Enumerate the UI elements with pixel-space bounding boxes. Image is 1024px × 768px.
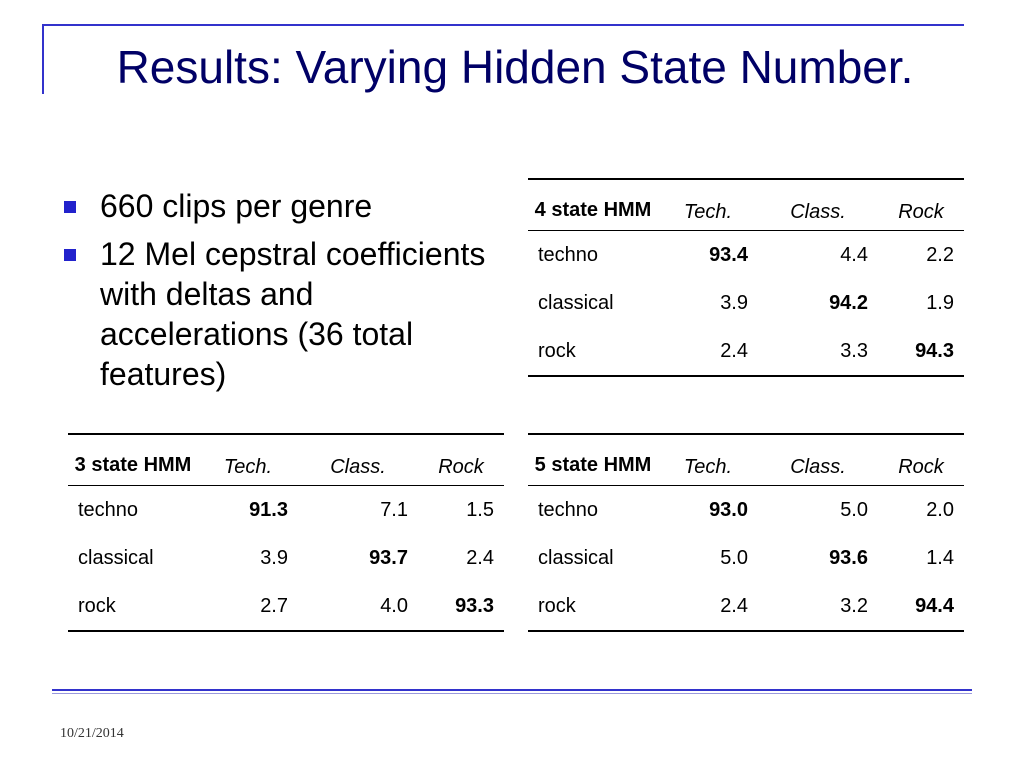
row-label: rock (538, 595, 576, 617)
row-label: techno (538, 499, 599, 521)
row-label: rock (538, 340, 576, 362)
cell-value: 5.0 (840, 499, 868, 521)
cell-value: 2.4 (720, 595, 748, 617)
row-label: classical (538, 292, 614, 314)
model-label: 3 state HMM (74, 454, 192, 476)
table-row: classical 3.9 94.2 1.9 (528, 279, 964, 327)
row-label: classical (538, 547, 614, 569)
column-header-tech: Tech. (683, 456, 733, 478)
square-bullet-icon (64, 249, 76, 261)
cell-value: 2.0 (926, 499, 954, 521)
table-row: techno 93.0 5.0 2.0 (528, 486, 964, 535)
table-row: classical 5.0 93.6 1.4 (528, 534, 964, 582)
cell-value: 4.0 (380, 595, 408, 617)
bullet-item: 12 Mel cepstral coefficients with deltas… (62, 234, 502, 394)
cell-value: 93.0 (709, 499, 748, 521)
frame-bottom-line (52, 689, 972, 691)
table-row: classical 3.9 93.7 2.4 (68, 534, 504, 582)
column-header-rock: Rock (898, 456, 944, 478)
cell-value: 93.6 (829, 547, 868, 569)
table-header-row: 3 state HMM Tech. Class. Rock (68, 434, 504, 486)
cell-value: 94.3 (915, 340, 954, 362)
cell-value: 2.4 (466, 547, 494, 569)
cell-value: 2.4 (720, 340, 748, 362)
column-header-tech: Tech. (223, 456, 273, 478)
slide-title: Results: Varying Hidden State Number. (116, 41, 914, 93)
cell-value: 94.4 (915, 595, 954, 617)
column-header-class: Class. (330, 456, 386, 478)
bullet-list: 660 clips per genre 12 Mel cepstral coef… (62, 186, 502, 402)
row-label: classical (78, 547, 154, 569)
frame-bottom-thin-line (52, 693, 972, 694)
model-label: 5 state HMM (534, 454, 652, 476)
cell-value: 1.5 (466, 499, 494, 521)
cell-value: 7.1 (380, 499, 408, 521)
column-header-class: Class. (790, 201, 846, 223)
row-label: techno (78, 499, 139, 521)
cell-value: 4.4 (840, 244, 868, 266)
frame-left-line (42, 24, 44, 94)
table-row: techno 91.3 7.1 1.5 (68, 486, 504, 535)
results-table-4-state: 4 state HMM Tech. Class. Rock techno 93.… (528, 178, 964, 377)
row-label: techno (538, 244, 599, 266)
column-header-rock: Rock (898, 201, 944, 223)
results-table-5-state: 5 state HMM Tech. Class. Rock techno 93.… (528, 433, 964, 632)
cell-value: 3.2 (840, 595, 868, 617)
cell-value: 93.7 (369, 547, 408, 569)
cell-value: 1.4 (926, 547, 954, 569)
cell-value: 3.9 (720, 292, 748, 314)
cell-value: 5.0 (720, 547, 748, 569)
cell-value: 93.3 (455, 595, 494, 617)
cell-value: 2.2 (926, 244, 954, 266)
cell-value: 91.3 (249, 499, 288, 521)
square-bullet-icon (64, 201, 76, 213)
cell-value: 3.3 (840, 340, 868, 362)
column-header-rock: Rock (438, 456, 484, 478)
column-header-class: Class. (790, 456, 846, 478)
table-row: techno 93.4 4.4 2.2 (528, 231, 964, 280)
frame-top-line (42, 24, 964, 26)
row-label: rock (78, 595, 116, 617)
table-row: rock 2.7 4.0 93.3 (68, 582, 504, 631)
table-header-row: 5 state HMM Tech. Class. Rock (528, 434, 964, 486)
cell-value: 93.4 (709, 244, 748, 266)
cell-value: 3.9 (260, 547, 288, 569)
model-label: 4 state HMM (534, 199, 652, 221)
cell-value: 94.2 (829, 292, 868, 314)
bullet-text: 660 clips per genre (100, 188, 373, 224)
results-table-3-state: 3 state HMM Tech. Class. Rock techno 91.… (68, 433, 504, 632)
table-row: rock 2.4 3.3 94.3 (528, 327, 964, 376)
bullet-item: 660 clips per genre (62, 186, 502, 226)
column-header-tech: Tech. (683, 201, 733, 223)
cell-value: 1.9 (926, 292, 954, 314)
table-row: rock 2.4 3.2 94.4 (528, 582, 964, 631)
slide-date: 10/21/2014 (60, 726, 124, 741)
table-header-row: 4 state HMM Tech. Class. Rock (528, 179, 964, 231)
bullet-text: 12 Mel cepstral coefficients with deltas… (100, 236, 486, 392)
cell-value: 2.7 (260, 595, 288, 617)
